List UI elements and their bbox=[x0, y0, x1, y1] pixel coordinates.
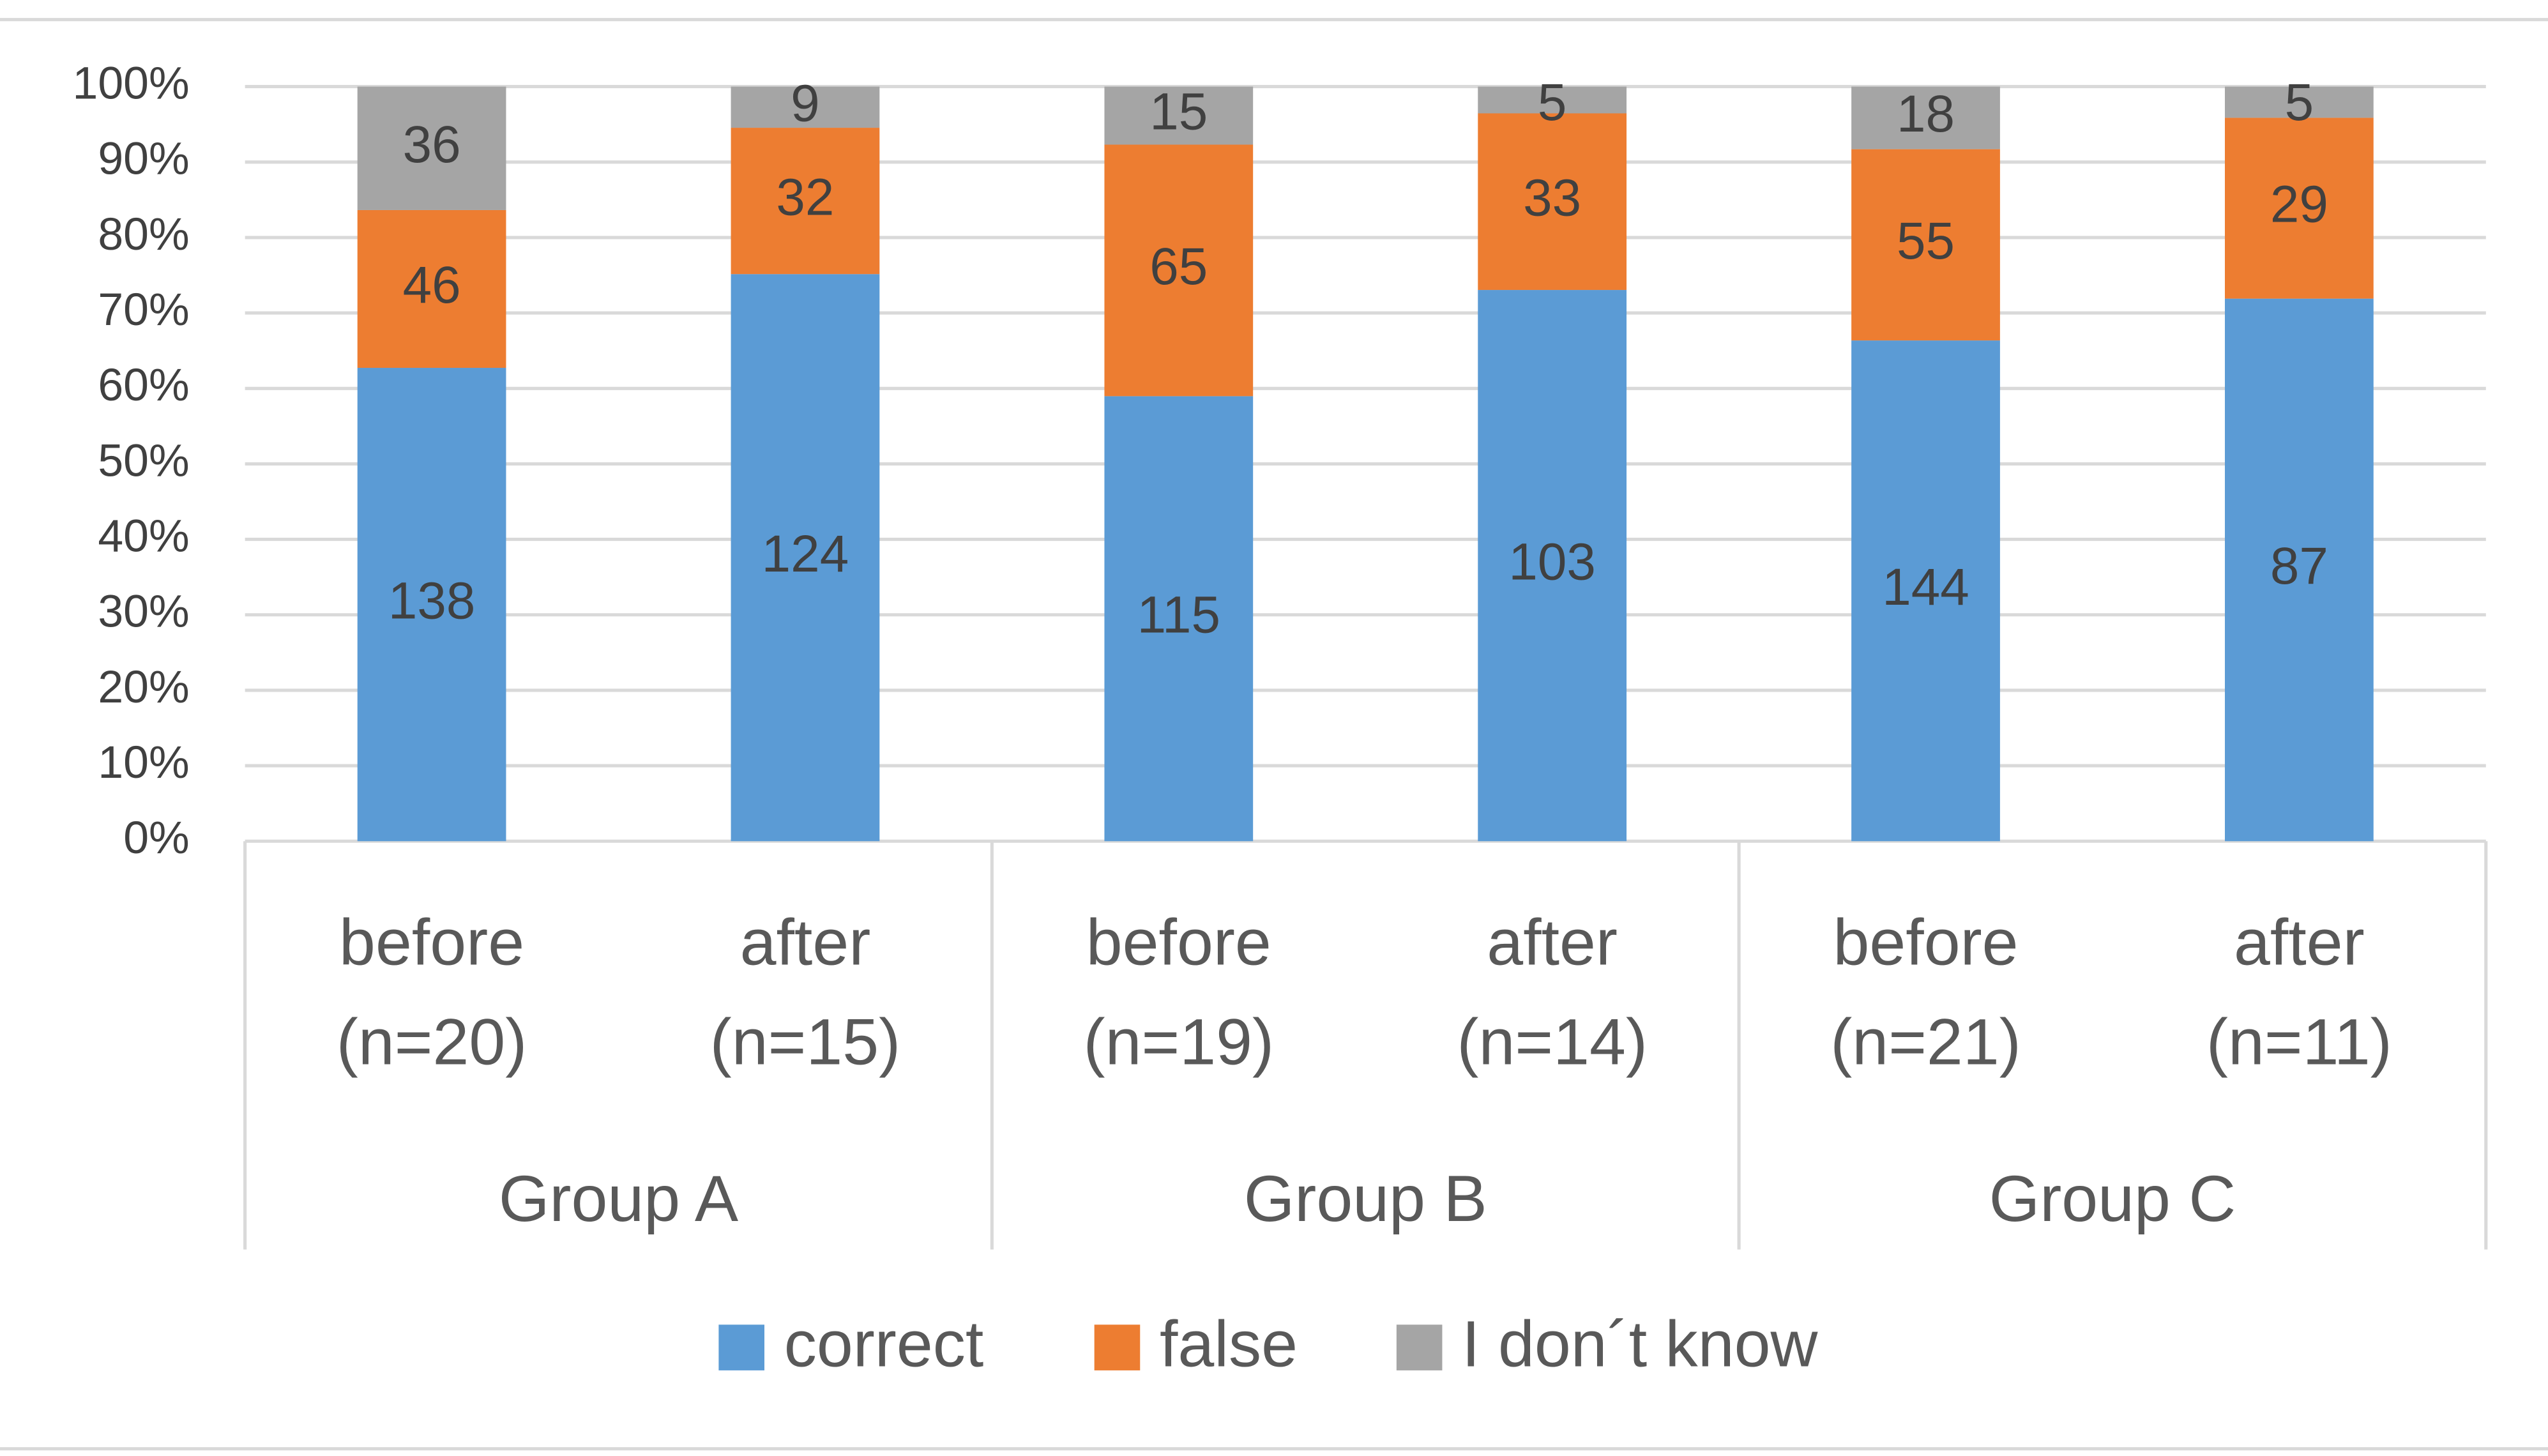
bar-segment bbox=[1478, 290, 1627, 842]
data-label: 18 bbox=[1897, 85, 1955, 143]
data-label: 124 bbox=[762, 525, 849, 583]
y-tick-label: 10% bbox=[98, 737, 189, 788]
legend-swatch bbox=[1094, 1324, 1141, 1370]
bar-segment bbox=[731, 128, 880, 275]
y-tick-label: 100% bbox=[73, 58, 190, 109]
x-tick-label: (n=11) bbox=[2206, 1005, 2392, 1079]
y-tick-label: 60% bbox=[98, 360, 189, 411]
bar-segment bbox=[1104, 144, 1254, 397]
bar-segment bbox=[1478, 86, 1627, 114]
bar-segment bbox=[2225, 118, 2374, 299]
legend-swatch bbox=[1396, 1324, 1443, 1370]
x-tick-label: before bbox=[1833, 906, 2018, 979]
data-label: 32 bbox=[776, 168, 834, 226]
x-tick-label: before bbox=[339, 906, 524, 979]
x-tick-label: after bbox=[2234, 906, 2365, 979]
data-label: 29 bbox=[2270, 176, 2328, 234]
y-tick-label: 20% bbox=[98, 662, 189, 713]
group-label: Group A bbox=[499, 1162, 739, 1235]
x-tick-label: after bbox=[1487, 906, 1618, 979]
group-label: Group B bbox=[1244, 1162, 1487, 1235]
y-tick-label: 80% bbox=[98, 209, 189, 260]
legend-swatch bbox=[718, 1324, 764, 1370]
data-label: 65 bbox=[1149, 238, 1208, 296]
bar-segment bbox=[357, 209, 506, 368]
data-label: 144 bbox=[1882, 558, 1969, 616]
data-label: 5 bbox=[2285, 73, 2314, 132]
bar-segment bbox=[731, 86, 880, 128]
data-label: 5 bbox=[1538, 73, 1567, 132]
bar-segment bbox=[1478, 113, 1627, 291]
legend-label: false bbox=[1160, 1307, 1298, 1381]
bar-segment bbox=[1104, 396, 1254, 842]
bar-segment bbox=[357, 368, 506, 842]
data-label: 103 bbox=[1508, 533, 1596, 591]
x-tick-label: before bbox=[1086, 906, 1271, 979]
group-label: Group C bbox=[1989, 1162, 2236, 1235]
x-tick-label: (n=20) bbox=[337, 1005, 527, 1079]
data-label: 87 bbox=[2270, 537, 2328, 595]
data-label: 115 bbox=[1137, 586, 1220, 644]
y-tick-label: 90% bbox=[98, 133, 189, 185]
x-tick-label: after bbox=[740, 906, 871, 979]
x-tick-label: (n=14) bbox=[1457, 1005, 1648, 1079]
bar-segment bbox=[1851, 340, 2000, 842]
bar-segment bbox=[2225, 86, 2374, 118]
data-label: 33 bbox=[1523, 169, 1581, 227]
data-label: 55 bbox=[1897, 212, 1955, 270]
legend-label: I don´t know bbox=[1462, 1307, 1818, 1381]
bar-segment bbox=[1104, 86, 1254, 145]
data-label: 15 bbox=[1149, 83, 1208, 141]
y-tick-label: 40% bbox=[98, 511, 189, 562]
data-label: 46 bbox=[403, 256, 461, 314]
bar-segment bbox=[357, 86, 506, 210]
data-label: 9 bbox=[791, 74, 820, 132]
y-tick-label: 70% bbox=[98, 284, 189, 335]
bar-segment bbox=[1851, 149, 2000, 341]
bar-segment bbox=[2225, 298, 2374, 842]
y-tick-label: 0% bbox=[123, 812, 190, 863]
x-tick-label: (n=19) bbox=[1084, 1005, 1275, 1079]
data-label: 138 bbox=[388, 572, 476, 630]
x-tick-label: (n=21) bbox=[1830, 1005, 2021, 1079]
y-tick-label: 50% bbox=[98, 435, 189, 486]
bar-segment bbox=[731, 274, 880, 842]
bar-segment bbox=[1851, 86, 2000, 149]
legend-label: correct bbox=[784, 1307, 984, 1381]
x-tick-label: (n=15) bbox=[710, 1005, 901, 1079]
y-tick-label: 30% bbox=[98, 586, 189, 637]
data-label: 36 bbox=[403, 116, 461, 174]
